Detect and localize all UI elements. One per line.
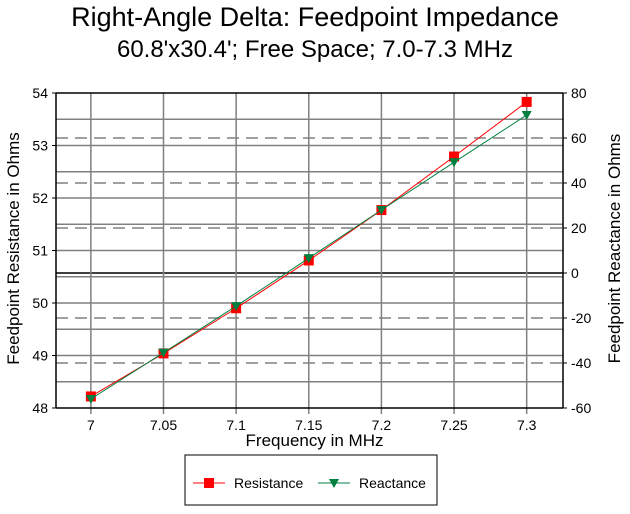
y-tick-label: 54 — [32, 85, 48, 101]
legend-resistance-label: Resistance — [234, 475, 303, 491]
reactance-point — [303, 254, 314, 264]
resistance-point — [521, 96, 532, 107]
x-tick-label: 7.25 — [440, 417, 467, 433]
legend-box — [184, 454, 438, 506]
y-tick-label: 51 — [32, 243, 48, 259]
chart-subtitle: 60.8'x30.4'; Free Space; 7.0-7.3 MHz — [116, 36, 514, 63]
reactance-point — [449, 158, 460, 168]
y-tick-label: 48 — [32, 400, 48, 416]
y-tick-label: 53 — [32, 138, 48, 154]
y2-tick-label: -20 — [571, 310, 591, 326]
y2-tick-label: 80 — [571, 85, 587, 101]
reactance-point — [85, 395, 96, 404]
x-tick-label: 7.15 — [295, 417, 322, 433]
y-tick-label: 52 — [32, 190, 48, 206]
x-tick-label: 7.2 — [372, 417, 392, 433]
y2-tick-label: -40 — [571, 355, 591, 371]
x-tick-label: 7 — [87, 417, 95, 433]
reactance-point — [158, 348, 169, 358]
legend-reactance-marker — [329, 479, 339, 488]
x-tick-label: 7.1 — [226, 417, 246, 433]
x-tick-label: 7.05 — [150, 417, 177, 433]
x-tick-label: 7.3 — [517, 417, 537, 433]
y2-tick-label: -60 — [571, 400, 591, 416]
y2-tick-label: 0 — [571, 265, 579, 281]
reactance-point — [231, 302, 242, 312]
reactance-point — [376, 206, 387, 215]
x-axis-label: Frequency in MHz — [246, 431, 384, 450]
legend-resistance-marker — [204, 478, 214, 488]
y-tick-label: 50 — [32, 295, 48, 311]
y2-axis-label: Feedpoint Reactance in Ohms — [605, 134, 624, 364]
y2-tick-label: 40 — [571, 175, 587, 191]
reactance-point — [521, 111, 532, 121]
chart-title: Right-Angle Delta: Feedpoint Impedance — [71, 2, 559, 32]
y-tick-label: 49 — [32, 348, 48, 364]
y2-tick-label: 60 — [571, 130, 587, 146]
resistance-point — [449, 151, 460, 162]
legend-reactance-label: Reactance — [359, 475, 426, 491]
y-axis-label: Feedpoint Resistance in Ohms — [4, 132, 23, 364]
y2-tick-label: 20 — [571, 220, 587, 236]
